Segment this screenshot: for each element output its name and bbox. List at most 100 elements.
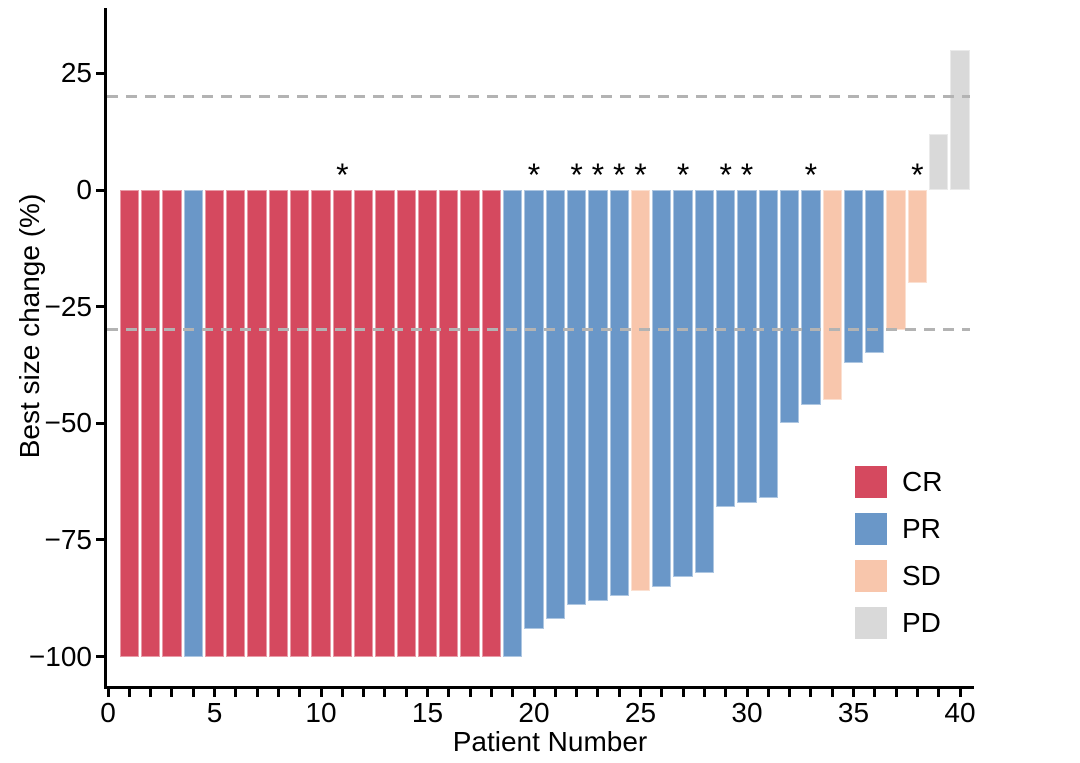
x-tick-20 [532, 689, 536, 697]
bar-patient-28-PR [694, 190, 715, 573]
x-tick-21 [553, 689, 557, 697]
legend-item-SD: SD [855, 560, 942, 592]
bar-patient-12-CR [353, 190, 374, 657]
significance-star-patient-33: * [804, 157, 818, 193]
bar-patient-10-CR [311, 190, 331, 657]
legend-item-PD: PD [855, 607, 942, 639]
significance-star-patient-23: * [591, 157, 605, 193]
bar-patient-14-CR [396, 190, 416, 657]
x-tick-25 [639, 689, 642, 697]
bar-patient-3-CR [162, 190, 182, 657]
x-tick-11 [340, 689, 344, 697]
significance-star-patient-20: * [527, 157, 541, 193]
bar-patient-8-CR [268, 190, 289, 657]
legend-swatch-CR [855, 466, 887, 498]
y-tick-label--50: −50 [44, 407, 93, 439]
x-tick-30 [745, 689, 749, 697]
x-tick-5 [213, 689, 216, 697]
significance-star-patient-25: * [634, 157, 647, 193]
legend-swatch-SD [855, 560, 887, 592]
x-tick-14 [404, 689, 408, 697]
bar-patient-11-CR [332, 190, 352, 657]
bar-patient-37-SD [886, 190, 906, 330]
x-tick-6 [234, 689, 238, 697]
y-tick--50 [96, 421, 104, 425]
x-tick-23 [596, 689, 600, 697]
significance-star-patient-30: * [740, 157, 754, 193]
x-tick-label-10: 10 [305, 697, 337, 728]
bar-patient-35-PR [843, 190, 864, 363]
bar-patient-33-PR [801, 190, 821, 405]
legend-label-PD: PD [902, 607, 941, 638]
legend-item-PR: PR [855, 513, 942, 545]
legend-swatch-PR [855, 513, 887, 545]
x-tick-35 [852, 689, 855, 697]
legend-swatch-PD [855, 607, 887, 639]
bar-patient-16-CR [439, 190, 459, 657]
bar-patient-34-SD [822, 190, 842, 400]
bar-patient-6-CR [226, 190, 246, 657]
x-tick-13 [383, 689, 387, 697]
bar-patient-18-CR [481, 190, 502, 657]
y-tick-0 [96, 188, 104, 192]
bar-patient-17-CR [460, 190, 480, 657]
x-tick-17 [468, 689, 472, 697]
bar-patient-30-PR [737, 190, 757, 503]
bar-patient-19-PR [503, 190, 523, 657]
legend-item-CR: CR [855, 466, 942, 498]
x-tick-10 [319, 689, 323, 697]
bar-patient-9-CR [290, 190, 310, 657]
threshold-line--30 [107, 328, 970, 332]
x-tick-24 [617, 689, 621, 697]
y-tick-label--75: −75 [44, 523, 93, 555]
x-tick-label-25: 25 [624, 697, 657, 728]
x-tick-32 [788, 689, 792, 697]
significance-star-patient-11: * [336, 157, 349, 193]
x-tick-15 [426, 689, 429, 697]
y-tick--75 [96, 538, 104, 542]
x-tick-label-0: 0 [100, 697, 116, 728]
x-tick-38 [915, 689, 919, 697]
bar-patient-27-PR [673, 190, 693, 578]
x-tick-27 [681, 689, 685, 697]
bar-patient-20-PR [524, 190, 544, 629]
x-tick-40 [958, 689, 962, 697]
x-tick-34 [830, 689, 834, 697]
bar-patient-15-CR [417, 190, 438, 657]
x-tick-label-30: 30 [731, 697, 763, 728]
x-tick-label-20: 20 [518, 697, 550, 728]
bar-patient-32-PR [779, 190, 800, 424]
y-tick-label-25: 25 [60, 57, 92, 89]
bar-patient-36-PR [865, 190, 885, 354]
x-tick-4 [191, 689, 195, 697]
bar-patient-4-PR [183, 190, 203, 657]
bar-patient-38-SD [907, 190, 928, 284]
x-tick-16 [447, 689, 451, 697]
x-axis-title: Patient Number [452, 726, 648, 757]
bar-patient-5-CR [204, 190, 225, 657]
x-tick-36 [873, 689, 877, 697]
y-tick--100 [96, 655, 104, 658]
legend-label-CR: CR [902, 466, 943, 497]
significance-star-patient-29: * [719, 157, 732, 193]
x-tick-18 [489, 689, 493, 697]
y-tick-label--25: −25 [44, 290, 93, 322]
legend-label-SD: SD [902, 560, 941, 591]
x-tick-1 [127, 689, 131, 697]
bar-patient-2-CR [140, 190, 161, 657]
bar-patient-13-CR [375, 190, 395, 657]
x-tick-label-5: 5 [206, 697, 223, 728]
x-tick-2 [149, 689, 153, 697]
threshold-line-20 [107, 95, 970, 99]
x-tick-label-35: 35 [837, 697, 870, 728]
y-tick-25 [96, 71, 104, 75]
y-axis-line [104, 8, 107, 689]
x-tick-9 [298, 689, 302, 697]
x-tick-7 [255, 689, 259, 697]
significance-star-patient-22: * [570, 157, 583, 193]
legend-label-PR: PR [902, 513, 941, 544]
bar-patient-22-PR [566, 190, 587, 606]
x-tick-39 [937, 689, 941, 697]
bar-patient-26-PR [652, 190, 672, 587]
